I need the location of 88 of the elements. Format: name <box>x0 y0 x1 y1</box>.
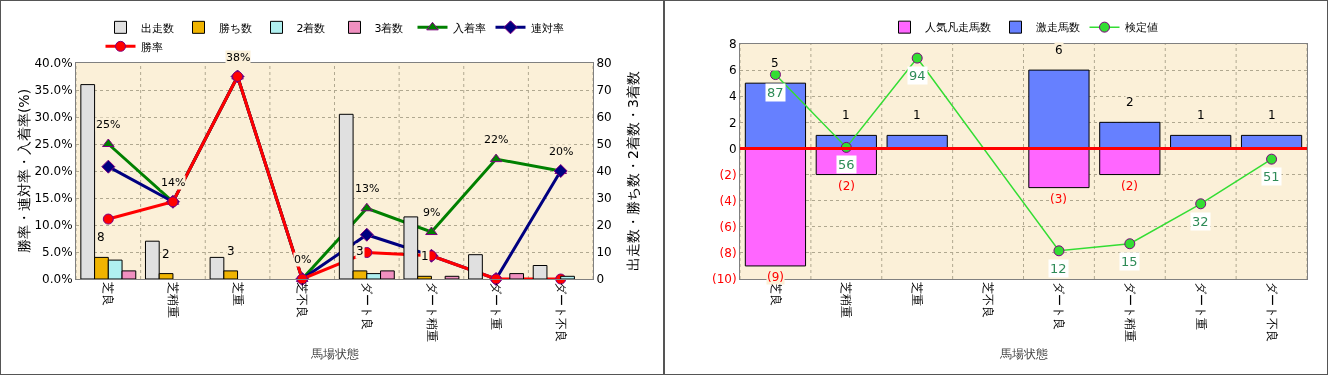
data-label: 8 <box>97 230 105 244</box>
y-tick-label: (8) <box>719 246 737 261</box>
data-label: 1 <box>421 249 429 263</box>
data-label: 6 <box>1055 43 1063 57</box>
y2-tick-label: 20 <box>596 218 612 233</box>
data-label: 32 <box>1192 214 1209 229</box>
x-tick-label: 芝不良 <box>981 282 996 319</box>
y2-tick-label: 50 <box>596 137 612 152</box>
x-tick-label: ダート良 <box>1052 282 1067 331</box>
legend-label: 激走馬数 <box>1035 21 1080 35</box>
data-label: 12 <box>1050 261 1067 276</box>
data-label: 38% <box>226 51 251 64</box>
data-label: 25% <box>96 118 121 131</box>
y2-axis-title: 出走数・勝ち数・2着数・3着数 <box>625 71 641 271</box>
data-label: 15 <box>1121 254 1138 269</box>
x-tick-label: ダート稍重 <box>424 282 439 343</box>
x-tick-label: 芝稍重 <box>839 282 854 319</box>
y-tick-label: 20.0% <box>34 164 73 179</box>
y-tick-label: 5.0% <box>42 245 73 260</box>
data-label: 0% <box>294 253 312 266</box>
legend-label: 勝率 <box>140 40 163 54</box>
y-tick-label: 30.0% <box>34 110 73 125</box>
data-label: 20% <box>549 145 574 158</box>
y2-tick-label: 40 <box>596 164 612 179</box>
y-tick-label: 0 <box>728 141 737 156</box>
legend-label: 出走数 <box>140 21 174 35</box>
x-tick-label: 芝良 <box>101 282 116 307</box>
y2-tick-label: 80 <box>596 56 612 71</box>
data-label: 5 <box>771 56 779 70</box>
y-tick-label: (2) <box>719 167 737 182</box>
y-tick-label: 6 <box>728 63 737 78</box>
data-label: 22% <box>484 133 509 146</box>
x-tick-label: 芝不良 <box>295 282 310 319</box>
x-tick-label: ダート重 <box>1193 282 1208 331</box>
legend-label: 検定値 <box>1124 21 1158 35</box>
data-label: 2 <box>1126 95 1134 109</box>
x-tick-label: ダート不良 <box>1264 282 1279 343</box>
y-tick-label: 8 <box>728 37 737 52</box>
data-label: (2) <box>838 179 855 193</box>
data-label: 56 <box>838 157 855 172</box>
y2-tick-label: 0 <box>596 272 605 287</box>
legend-label: 3着数 <box>374 21 404 35</box>
legend-label: 勝ち数 <box>218 21 252 35</box>
x-axis-title: 馬場状態 <box>309 347 359 362</box>
y-tick-label: (10) <box>711 272 737 287</box>
data-label: 2 <box>162 247 170 261</box>
data-label: (3) <box>1050 192 1067 206</box>
x-tick-label: ダート良 <box>359 282 374 331</box>
y-tick-label: 15.0% <box>34 191 73 206</box>
data-label: 1 <box>913 108 921 122</box>
legend-label: 人気凡走馬数 <box>924 21 991 35</box>
y2-tick-label: 10 <box>596 245 612 260</box>
data-label: 87 <box>767 85 784 100</box>
y-tick-label: 40.0% <box>34 56 73 71</box>
y2-tick-label: 70 <box>596 83 612 98</box>
legend-label: 入着率 <box>452 21 486 35</box>
data-label: 1 <box>1197 108 1205 122</box>
y-tick-label: 4 <box>728 89 737 104</box>
x-tick-label: 芝稍重 <box>166 282 181 319</box>
y2-tick-label: 60 <box>596 110 612 125</box>
y-tick-label: 10.0% <box>34 218 73 233</box>
y-tick-label: (4) <box>719 193 737 208</box>
y2-tick-label: 30 <box>596 191 612 206</box>
x-tick-label: 芝重 <box>230 282 245 307</box>
y-tick-label: 25.0% <box>34 137 73 152</box>
data-label: 94 <box>909 68 926 83</box>
y-axis-title: 勝率・連対率・入着率(%) <box>16 88 33 254</box>
x-tick-label: ダート重 <box>489 282 504 331</box>
y-tick-label: 35.0% <box>34 83 73 98</box>
legend-label: 2着数 <box>296 21 326 35</box>
y-tick-label: 2 <box>728 115 737 130</box>
data-label: 1 <box>1268 108 1276 122</box>
legend-label: 連対率 <box>530 21 564 35</box>
data-label: (9) <box>767 270 784 284</box>
y-tick-label: (6) <box>719 219 737 234</box>
data-label: 14% <box>161 176 186 189</box>
data-label: 3 <box>227 244 235 258</box>
data-label: 1 <box>842 108 850 122</box>
x-axis-title: 馬場状態 <box>998 347 1048 362</box>
y-tick-label: 0.0% <box>42 272 73 287</box>
data-label: 9% <box>423 206 441 219</box>
x-tick-label: ダート稍重 <box>1122 282 1137 343</box>
data-label: 3 <box>356 244 364 258</box>
x-tick-label: 芝重 <box>910 282 925 307</box>
data-label: 13% <box>355 182 380 195</box>
data-label: 51 <box>1263 169 1280 184</box>
x-tick-label: ダート不良 <box>553 282 568 343</box>
data-label: (2) <box>1121 179 1138 193</box>
